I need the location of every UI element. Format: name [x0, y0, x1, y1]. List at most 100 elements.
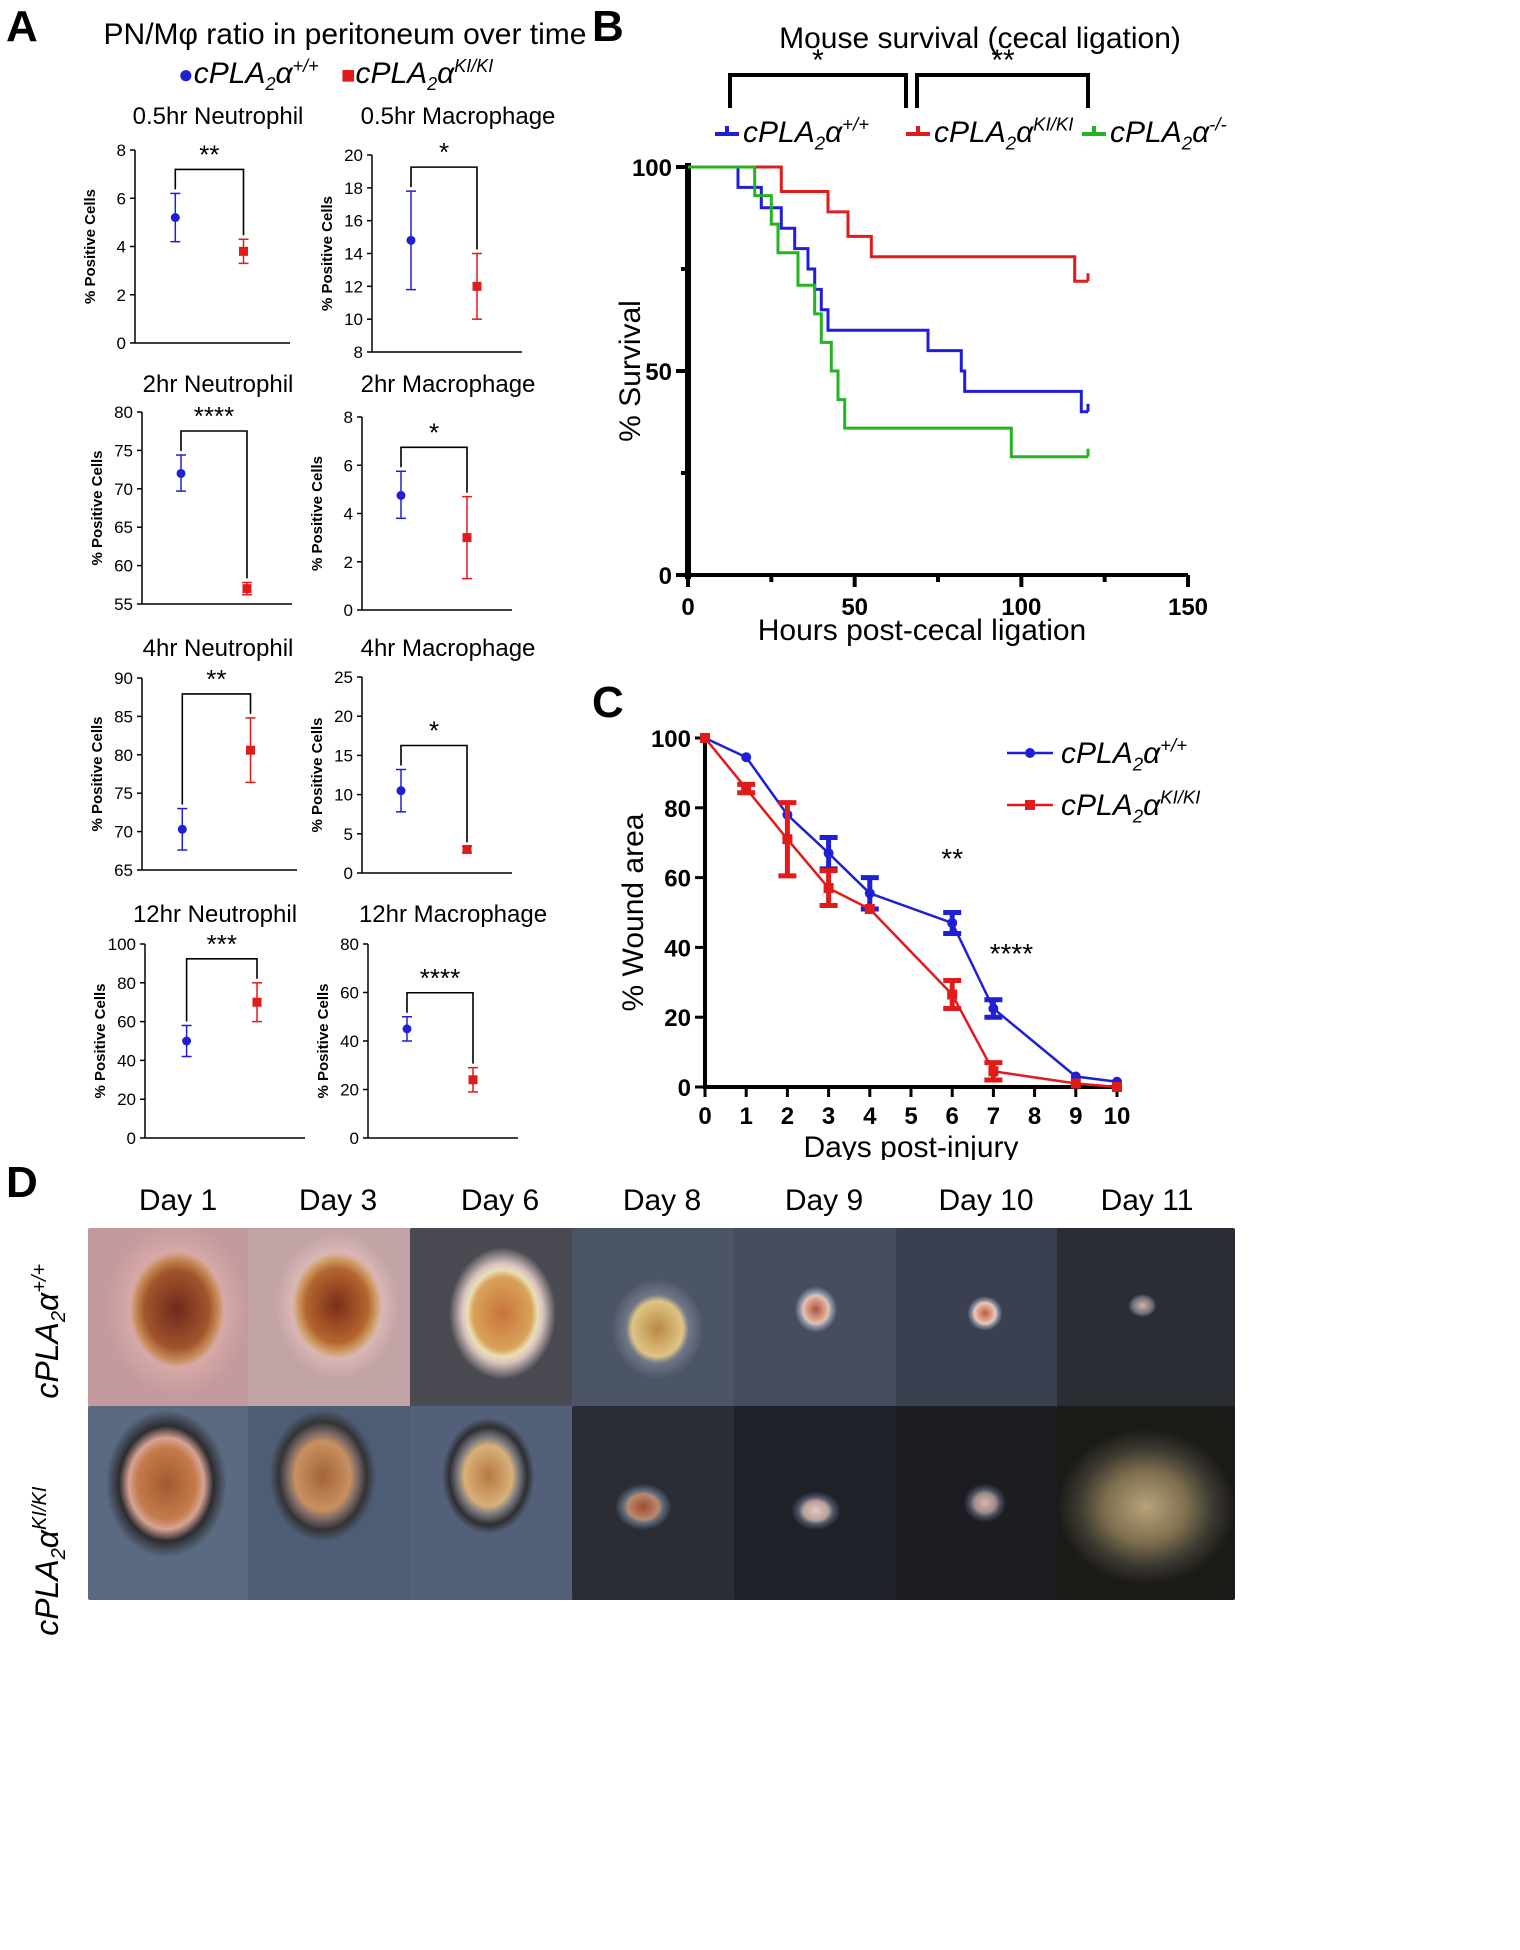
y-tick-label: 85 — [114, 707, 133, 726]
legend-ki-label: cPLA2αKI/KI — [355, 56, 494, 94]
significance-label: * — [439, 137, 449, 167]
wound-photo-wt-day9 — [734, 1228, 912, 1422]
data-point-ki — [864, 904, 875, 915]
y-axis-label: % Positive Cells — [319, 196, 336, 311]
y-axis-label: % Positive Cells — [82, 189, 99, 304]
y-axis-label: % Survival — [614, 300, 647, 442]
significance-label: ** — [206, 664, 226, 694]
data-point-ki — [462, 533, 472, 543]
wound-photo-ki-day10 — [896, 1406, 1074, 1600]
wound-photo-ki-day1 — [88, 1406, 266, 1600]
y-tick-label: 25 — [334, 668, 353, 687]
wound-photo-ki-day3 — [248, 1406, 426, 1600]
row-label-ki: cPLA2αKI/KI — [28, 1486, 71, 1636]
chart-title: 4hr Macrophage — [361, 635, 536, 662]
y-tick-label: 80 — [114, 746, 133, 765]
significance-label: ** — [199, 139, 219, 169]
y-tick-label: 80 — [114, 403, 133, 422]
y-tick-label: 40 — [117, 1051, 136, 1070]
x-tick-label: 0 — [698, 1103, 711, 1130]
y-tick-label: 10 — [334, 786, 353, 805]
wound-photo-ki-day11 — [1057, 1406, 1235, 1600]
panel-a-chart-5: 4hr Neutrophil 65 70 75 80 85 90 % Positive Cel… — [89, 635, 297, 880]
y-tick-label: 4 — [117, 238, 126, 257]
legend-line-1 — [906, 126, 930, 136]
legend-label-0: cPLA2α+/+ — [743, 114, 869, 154]
y-tick-label: 18 — [344, 179, 363, 198]
y-tick-label: 75 — [114, 784, 133, 803]
day-label: Day 6 — [460, 1184, 540, 1217]
wound-photo-wt-day6 — [410, 1228, 588, 1422]
panel-a-title: PN/Mφ ratio in peritoneum over time — [103, 18, 587, 51]
x-tick-label: 7 — [987, 1103, 1000, 1130]
x-tick-label: 5 — [904, 1103, 917, 1130]
data-point-ki — [468, 1075, 478, 1085]
y-tick-label: 100 — [632, 155, 672, 182]
y-tick-label: 60 — [114, 557, 133, 576]
panel-a-legend: ●cPLA2α+/+ ■cPLA2αKI/KI — [178, 56, 493, 95]
scale-bar — [1125, 1936, 1215, 1942]
x-tick-label: 2 — [781, 1103, 794, 1130]
y-axis-label: % Wound area — [617, 813, 650, 1011]
data-point-ki — [741, 783, 752, 794]
legend-label-wt: cPLA2α+/+ — [1061, 735, 1187, 775]
significance-label-left: * — [812, 44, 824, 77]
y-tick-label: 60 — [340, 984, 359, 1003]
y-tick-label: 10 — [344, 310, 363, 329]
y-tick-label: 6 — [344, 456, 353, 475]
panel-label-c: C — [592, 678, 624, 727]
day-label: Day 10 — [938, 1184, 1034, 1217]
significance-label: * — [429, 417, 439, 447]
y-tick-label: 100 — [108, 935, 136, 954]
day-label: Day 9 — [784, 1184, 864, 1217]
y-tick-label: 0 — [344, 601, 353, 620]
data-point-ki — [472, 281, 482, 291]
y-tick-label: 12 — [344, 277, 363, 296]
x-tick-label: 8 — [1028, 1103, 1041, 1130]
y-tick-label: 70 — [114, 480, 133, 499]
data-point-wt — [177, 824, 187, 834]
day-label: Day 8 — [622, 1184, 702, 1217]
y-tick-label: 20 — [344, 146, 363, 165]
x-axis-label: Days post-injury — [803, 1131, 1018, 1160]
y-axis-label: % Positive Cells — [89, 716, 106, 831]
data-point-wt — [170, 213, 180, 223]
x-axis-label: Hours post-cecal ligation — [758, 614, 1087, 647]
panel-a-chart-8: 12hr Macrophage 0 20 40 60 80 % Positive Cells… — [315, 901, 547, 1148]
data-point-wt — [864, 888, 875, 899]
significance-bracket — [185, 958, 258, 1022]
survival-curve-0 — [688, 165, 1088, 414]
y-tick-label: 8 — [117, 141, 126, 160]
wound-photo-ki-day8 — [572, 1406, 750, 1600]
y-tick-label: 40 — [664, 935, 691, 962]
day-label: Day 3 — [298, 1184, 378, 1217]
legend-marker-ki — [1025, 800, 1035, 810]
legend-wt-marker: ● — [178, 59, 194, 89]
y-axis-label: % Positive Cells — [309, 717, 326, 832]
y-tick-label: 2 — [117, 286, 126, 305]
y-tick-label: 5 — [344, 825, 353, 844]
y-tick-label: 55 — [114, 595, 133, 614]
data-point-ki — [988, 1066, 999, 1077]
significance-bracket — [180, 430, 248, 579]
data-point-ki — [246, 745, 255, 755]
panel-a-chart-1: 0.5hr Neutrophil 0 2 4 6 8 % Positive Cells ** — [82, 103, 303, 353]
significance-label: ** — [941, 843, 963, 874]
significance-bracket-left — [728, 73, 908, 108]
data-point-ki — [782, 834, 793, 845]
day-label: Day 11 — [1100, 1184, 1194, 1217]
y-tick-label: 40 — [340, 1032, 359, 1051]
data-point-wt — [182, 1036, 192, 1046]
y-tick-label: 50 — [645, 359, 672, 386]
data-point-wt — [176, 468, 186, 478]
x-tick-label: 1 — [740, 1103, 753, 1130]
chart-title: 12hr Neutrophil — [133, 901, 297, 928]
significance-label: **** — [420, 963, 460, 993]
wound-photo-wt-day3 — [248, 1228, 426, 1422]
y-axis-label: % Positive Cells — [89, 450, 106, 565]
significance-label: **** — [194, 401, 234, 431]
significance-label: **** — [990, 938, 1034, 969]
y-tick-label: 65 — [114, 861, 133, 880]
significance-bracket-right — [915, 73, 1090, 108]
